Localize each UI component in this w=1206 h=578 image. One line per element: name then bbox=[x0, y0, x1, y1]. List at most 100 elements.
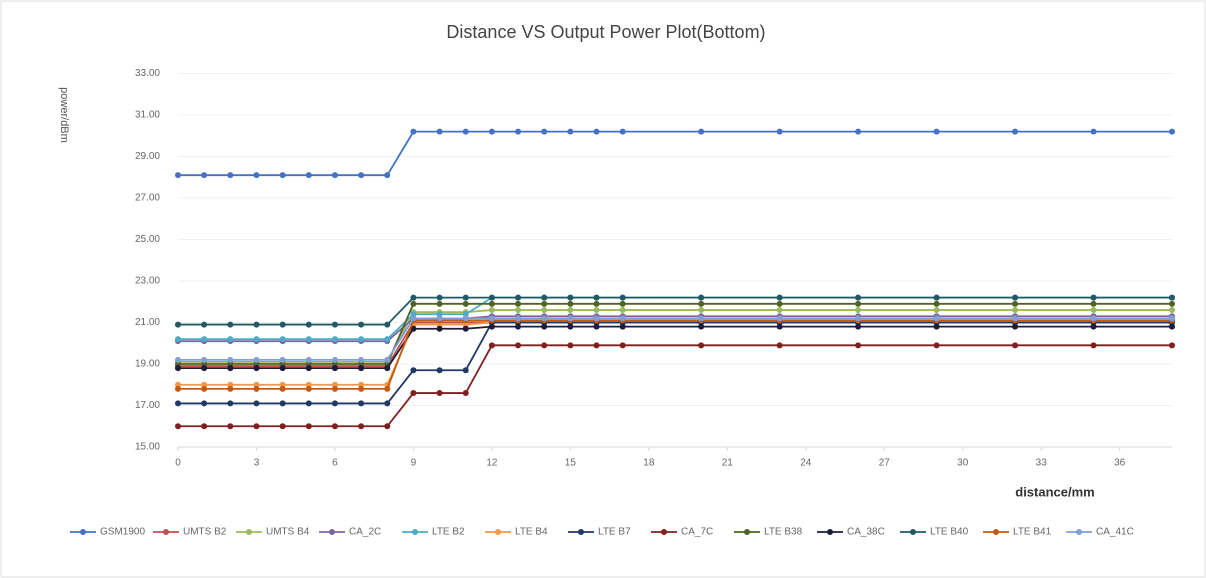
data-point bbox=[410, 294, 417, 301]
data-point bbox=[253, 361, 260, 367]
data-point bbox=[175, 321, 181, 328]
data-point bbox=[567, 307, 574, 314]
data-point bbox=[933, 307, 940, 314]
data-point bbox=[175, 361, 181, 367]
data-point bbox=[436, 390, 443, 397]
data-point bbox=[933, 342, 940, 349]
data-point bbox=[305, 356, 312, 363]
data-point bbox=[619, 315, 626, 322]
data-point bbox=[515, 294, 522, 301]
data-point bbox=[462, 325, 469, 332]
data-point bbox=[1090, 294, 1097, 301]
data-point bbox=[1090, 315, 1097, 322]
data-point bbox=[331, 361, 338, 367]
y-axis-label: power/dBm bbox=[58, 87, 70, 143]
data-point bbox=[253, 365, 260, 372]
data-point bbox=[331, 400, 338, 407]
x-tick-label: 12 bbox=[486, 458, 498, 469]
data-point bbox=[488, 315, 495, 322]
data-point bbox=[593, 128, 600, 135]
data-point bbox=[1012, 307, 1019, 314]
data-point bbox=[384, 385, 391, 392]
data-point bbox=[384, 356, 391, 363]
data-point bbox=[488, 300, 495, 307]
data-point bbox=[698, 294, 705, 301]
data-point bbox=[331, 336, 338, 343]
legend-label: UMTS B2 bbox=[183, 527, 227, 538]
x-tick-label: 6 bbox=[332, 458, 338, 469]
data-point bbox=[201, 361, 208, 367]
data-point bbox=[515, 300, 522, 307]
x-tick-label: 3 bbox=[254, 458, 260, 469]
data-point bbox=[593, 300, 600, 307]
data-point bbox=[436, 128, 443, 135]
data-point bbox=[1012, 300, 1019, 307]
x-tick-label: 0 bbox=[175, 458, 181, 469]
data-point bbox=[410, 315, 417, 322]
data-point bbox=[1012, 294, 1019, 301]
data-point bbox=[279, 172, 286, 179]
data-point bbox=[175, 336, 181, 343]
data-point bbox=[541, 128, 548, 135]
data-point bbox=[488, 294, 495, 301]
data-point bbox=[1090, 128, 1097, 135]
y-tick-label: 31.00 bbox=[135, 110, 160, 121]
legend-marker bbox=[661, 529, 667, 535]
data-point bbox=[593, 323, 600, 330]
legend-label: CA_7C bbox=[681, 527, 713, 538]
data-point bbox=[384, 365, 391, 372]
data-point bbox=[855, 323, 862, 330]
data-point bbox=[253, 356, 260, 363]
legend-marker bbox=[163, 529, 169, 535]
data-point bbox=[201, 365, 208, 372]
data-point bbox=[855, 128, 862, 135]
data-point bbox=[776, 323, 783, 330]
legend-marker bbox=[412, 529, 418, 535]
legend-marker bbox=[993, 529, 999, 535]
data-point bbox=[175, 356, 181, 363]
data-point bbox=[567, 300, 574, 307]
data-point bbox=[305, 423, 312, 430]
data-point bbox=[619, 307, 626, 314]
data-point bbox=[933, 300, 940, 307]
data-point bbox=[462, 390, 469, 397]
legend-marker bbox=[329, 529, 335, 535]
legend-marker bbox=[827, 529, 833, 535]
legend-marker bbox=[80, 529, 86, 535]
y-tick-label: 21.00 bbox=[135, 317, 160, 328]
data-point bbox=[436, 315, 443, 322]
data-point bbox=[698, 128, 705, 135]
data-point bbox=[253, 385, 260, 392]
y-tick-label: 15.00 bbox=[135, 442, 160, 453]
data-point bbox=[436, 325, 443, 332]
y-tick-label: 17.00 bbox=[135, 400, 160, 411]
data-point bbox=[279, 356, 286, 363]
data-point bbox=[305, 400, 312, 407]
data-point bbox=[541, 300, 548, 307]
data-point bbox=[593, 307, 600, 314]
data-point bbox=[462, 311, 469, 318]
legend-label: CA_38C bbox=[847, 527, 885, 538]
x-tick-label: 30 bbox=[957, 458, 969, 469]
data-point bbox=[175, 423, 181, 430]
data-point bbox=[253, 423, 260, 430]
data-point bbox=[541, 307, 548, 314]
data-point bbox=[201, 423, 208, 430]
data-point bbox=[619, 342, 626, 349]
data-point bbox=[358, 361, 365, 367]
data-point bbox=[305, 172, 312, 179]
data-point bbox=[410, 311, 417, 318]
y-tick-label: 19.00 bbox=[135, 359, 160, 370]
data-point bbox=[358, 356, 365, 363]
data-point bbox=[331, 423, 338, 430]
data-point bbox=[488, 128, 495, 135]
data-point bbox=[279, 385, 286, 392]
data-point bbox=[331, 356, 338, 363]
x-tick-label: 15 bbox=[565, 458, 577, 469]
data-point bbox=[1169, 294, 1175, 301]
chart-title: Distance VS Output Power Plot(Bottom) bbox=[446, 22, 765, 42]
data-point bbox=[1090, 300, 1097, 307]
data-point bbox=[384, 172, 391, 179]
